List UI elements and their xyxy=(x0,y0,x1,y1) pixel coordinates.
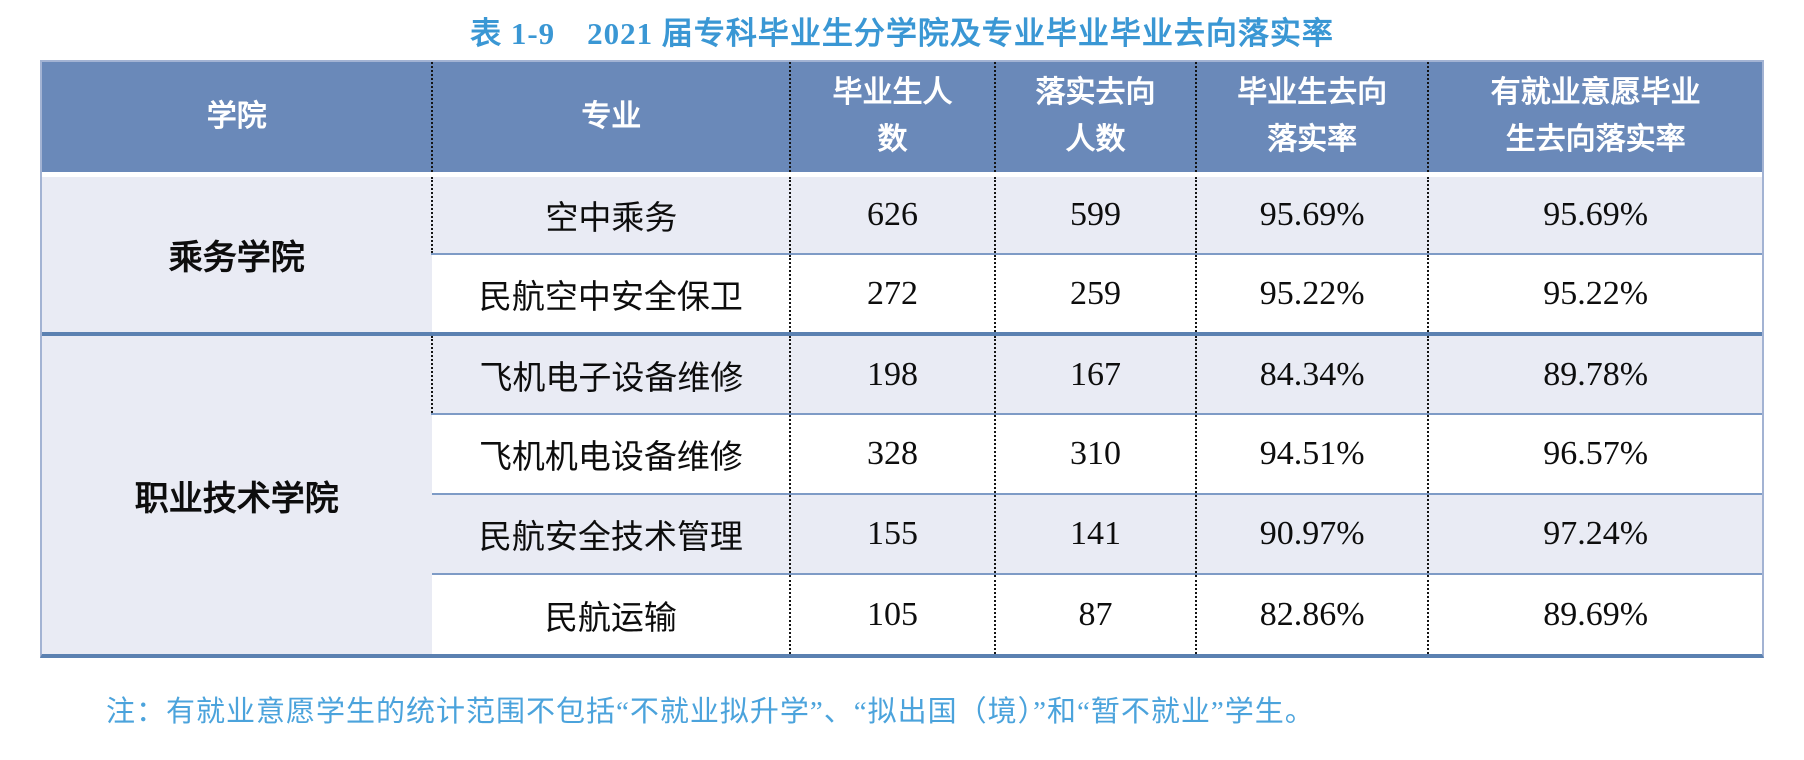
cell-graduates: 105 xyxy=(789,573,995,654)
cell-major: 民航运输 xyxy=(432,573,791,654)
cell-implemented: 167 xyxy=(993,332,1197,414)
cell-implemented: 87 xyxy=(993,573,1197,654)
header-willing-rate: 有就业意愿毕业 生去向落实率 xyxy=(1427,62,1762,177)
cell-willing-rate: 97.24% xyxy=(1427,493,1762,574)
footnote: 注：有就业意愿学生的统计范围不包括“不就业拟升学”、“拟出国（境）”和“暂不就业… xyxy=(106,696,1315,728)
header-row: 学院 专业 毕业生人 数 落实去向 人数 毕业生去向 落实率 有就业意愿毕业 生… xyxy=(42,62,1762,177)
table-row: 民航运输 105 87 82.86% 89.69% xyxy=(42,573,1762,654)
header-rate: 毕业生去向 落实率 xyxy=(1195,62,1429,177)
cell-implemented: 141 xyxy=(993,493,1197,574)
cell-rate: 90.97% xyxy=(1195,493,1429,574)
cell-graduates: 155 xyxy=(789,493,995,574)
cell-implemented: 310 xyxy=(993,413,1197,494)
table-row: 职业技术学院 飞机电子设备维修 198 167 84.34% 89.78% xyxy=(42,332,1762,654)
header-implemented: 落实去向 人数 xyxy=(993,62,1197,177)
header-major: 专业 xyxy=(431,62,791,177)
cell-graduates: 328 xyxy=(789,413,995,494)
cell-willing-rate: 89.69% xyxy=(1427,573,1762,654)
cell-major: 飞机机电设备维修 xyxy=(432,413,791,494)
table-row: 飞机机电设备维修 328 310 94.51% 96.57% xyxy=(42,413,1762,494)
cell-rate: 82.86% xyxy=(1195,573,1429,654)
header-college: 学院 xyxy=(42,62,433,177)
cell-willing-rate: 95.69% xyxy=(1427,174,1762,254)
cell-rate: 84.34% xyxy=(1195,332,1429,414)
cell-major: 飞机电子设备维修 xyxy=(431,332,791,414)
cell-major: 空中乘务 xyxy=(431,174,791,254)
table-title: 表 1-9 2021 届专科毕业生分学院及专业毕业毕业去向落实率 xyxy=(470,16,1334,51)
cell-major: 民航安全技术管理 xyxy=(432,493,791,574)
table-row: 民航空中安全保卫 272 259 95.22% 95.22% xyxy=(42,253,1762,334)
cell-willing-rate: 95.22% xyxy=(1427,253,1762,334)
cell-willing-rate: 89.78% xyxy=(1427,332,1762,414)
cell-implemented: 599 xyxy=(993,174,1197,254)
table-row: 民航安全技术管理 155 141 90.97% 97.24% xyxy=(42,493,1762,574)
cell-implemented: 259 xyxy=(993,253,1197,334)
cell-graduates: 272 xyxy=(789,253,995,334)
cell-major: 民航空中安全保卫 xyxy=(432,253,791,334)
cell-rate: 95.69% xyxy=(1195,174,1429,254)
graduate-employment-table: 学院 专业 毕业生人 数 落实去向 人数 毕业生去向 落实率 有就业意愿毕业 生… xyxy=(42,62,1762,654)
cell-graduates: 198 xyxy=(789,332,995,414)
header-graduates: 毕业生人 数 xyxy=(789,62,995,177)
cell-college: 职业技术学院 xyxy=(42,332,433,654)
cell-willing-rate: 96.57% xyxy=(1427,413,1762,494)
statistics-table-wrapper: 学院 专业 毕业生人 数 落实去向 人数 毕业生去向 落实率 有就业意愿毕业 生… xyxy=(40,60,1764,658)
table-row: 乘务学院 空中乘务 626 599 95.69% 95.69% xyxy=(42,174,1762,334)
cell-rate: 94.51% xyxy=(1195,413,1429,494)
cell-college: 乘务学院 xyxy=(42,174,433,334)
cell-rate: 95.22% xyxy=(1195,253,1429,334)
cell-graduates: 626 xyxy=(789,174,995,254)
